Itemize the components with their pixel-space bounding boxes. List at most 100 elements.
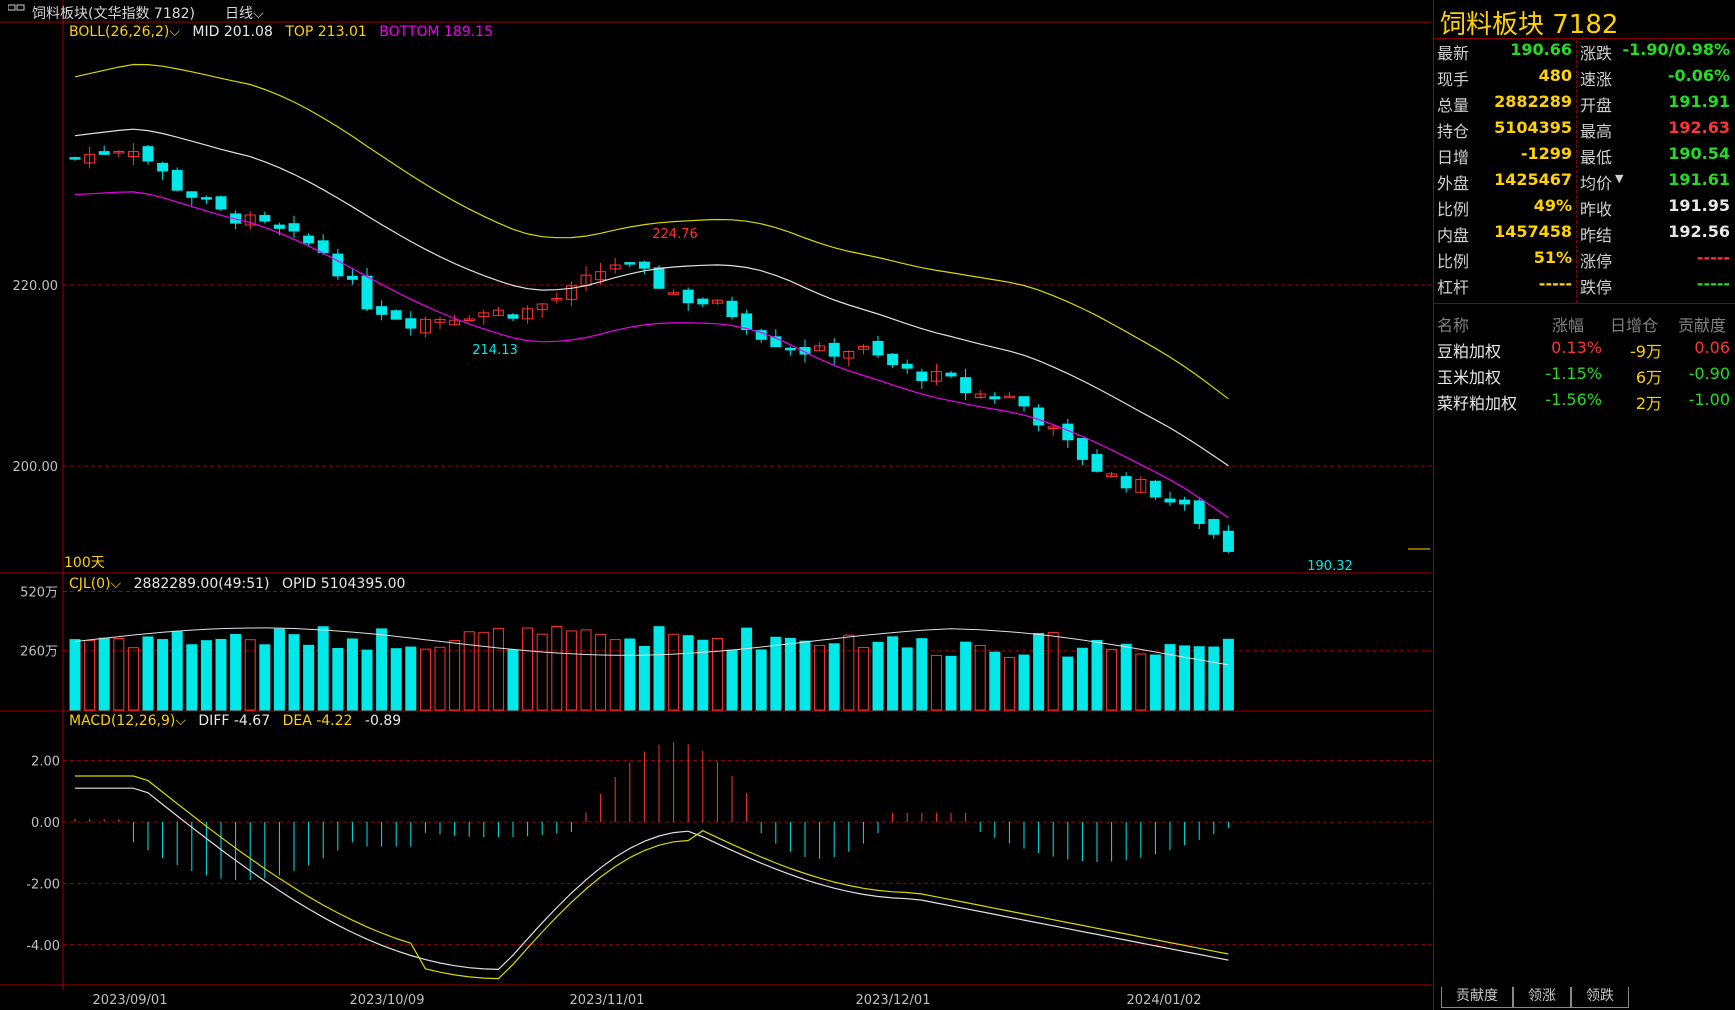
candle-body xyxy=(449,319,461,326)
boll-legend: BOLL(26,26,2)⌵ MID 201.08 TOP 213.01 BOT… xyxy=(69,24,493,40)
period-selector[interactable]: 日线⌵ xyxy=(225,6,264,22)
macd-tick: -4.00 xyxy=(26,939,60,954)
candle-body xyxy=(244,214,256,226)
macd-label[interactable]: MACD(12,26,9) xyxy=(69,713,176,729)
quote-row: 比例 51% 涨停 ----- xyxy=(1434,248,1735,274)
boll-top-line xyxy=(74,63,1229,400)
candle-body xyxy=(595,271,607,281)
quote-value: 191.95 xyxy=(1668,196,1730,215)
candle-body xyxy=(697,298,709,305)
volume-bar xyxy=(974,644,986,711)
quote-row: 持仓 5104395 最高 192.63 xyxy=(1434,118,1735,144)
volume-bar xyxy=(1193,646,1205,711)
volume-bar xyxy=(273,628,285,711)
candle-body xyxy=(784,347,796,351)
macd-tick: 0.00 xyxy=(31,816,60,831)
candle-body xyxy=(390,310,402,320)
volume-bar xyxy=(726,649,738,711)
volume-bar xyxy=(186,644,198,711)
candle-body xyxy=(200,197,212,200)
candle-body xyxy=(127,151,139,157)
contrib-header-inc: 日增仓 xyxy=(1610,316,1659,335)
quote-row: 总量 2882289 开盘 191.91 xyxy=(1434,92,1735,118)
chevron-down-icon[interactable]: ▼ xyxy=(1615,172,1624,185)
candle-body xyxy=(887,353,899,366)
tab-leading-up[interactable]: 领涨 xyxy=(1513,987,1571,1008)
candle-body xyxy=(157,162,169,172)
cjl-value: 2882289.00(49:51) xyxy=(133,576,270,592)
quote-label: 持仓 xyxy=(1437,122,1470,141)
volume-bar xyxy=(346,638,358,711)
volume-bar xyxy=(536,633,548,711)
candle-body xyxy=(259,215,271,222)
volume-bar xyxy=(98,637,110,711)
chevron-down-icon: ⌵ xyxy=(110,576,122,592)
candle-body xyxy=(405,318,417,329)
contrib-inc: 6万 xyxy=(1635,368,1662,387)
kline-chart[interactable]: 220.00 200.00 520万 260万 2.00 0.00 -2.00 -4.00 20… xyxy=(0,0,1432,1010)
quote-value: 5104395 xyxy=(1494,118,1572,137)
candle-body xyxy=(346,275,358,280)
tab-leading-down[interactable]: 领跌 xyxy=(1571,987,1629,1008)
candle-body xyxy=(434,318,446,323)
candle-body xyxy=(171,169,183,191)
volume-bar xyxy=(653,626,665,711)
quote-label: 昨结 xyxy=(1580,226,1613,245)
cjl-label[interactable]: CJL(0) xyxy=(69,576,111,592)
contrib-header-contrib: 贡献度 xyxy=(1678,316,1727,335)
quote-label: 速涨 xyxy=(1580,70,1613,89)
candle-body xyxy=(814,345,826,352)
volume-bar xyxy=(1222,638,1234,711)
volume-bar xyxy=(113,637,125,711)
quote-label: 现手 xyxy=(1437,70,1470,89)
quote-value: 51% xyxy=(1533,248,1572,267)
menu-icon[interactable] xyxy=(7,2,26,18)
quote-label: 昨收 xyxy=(1580,200,1613,219)
candle-body xyxy=(1091,453,1103,472)
candle-body xyxy=(492,309,504,316)
candle-body xyxy=(361,275,373,310)
quote-label: 外盘 xyxy=(1437,174,1470,193)
candles xyxy=(69,143,1234,554)
volume-bar xyxy=(609,639,621,711)
volume-bar xyxy=(1135,653,1147,711)
macd-dea: DEA -4.22 xyxy=(282,713,353,729)
tab-contribution[interactable]: 贡献度 xyxy=(1441,987,1513,1008)
contrib-header-pct: 涨幅 xyxy=(1552,316,1585,335)
volume-bar xyxy=(828,643,840,711)
boll-label[interactable]: BOLL(26,26,2) xyxy=(69,24,170,40)
volume-tick: 520万 xyxy=(20,585,58,600)
candle-body xyxy=(974,393,986,398)
candle-body xyxy=(288,223,300,232)
quote-label: 杠杆 xyxy=(1437,278,1470,297)
quote-row: 杠杆 ----- 跌停 ----- xyxy=(1434,274,1735,300)
quote-label: 内盘 xyxy=(1437,226,1470,245)
candle-body xyxy=(1164,498,1176,503)
volume-bar xyxy=(668,633,680,711)
quote-label: 开盘 xyxy=(1580,96,1613,115)
bottom-tabs: 贡献度 领涨 领跌 xyxy=(1433,987,1735,1009)
contrib-pct: -1.15% xyxy=(1545,364,1602,383)
volume-bar xyxy=(434,646,446,711)
volume-bar xyxy=(230,633,242,711)
volume-bar xyxy=(770,636,782,711)
quote-label: 总量 xyxy=(1437,96,1470,115)
quote-value: ----- xyxy=(1696,248,1730,267)
volume-bar xyxy=(332,647,344,711)
volume-bar xyxy=(595,633,607,711)
quote-value: 192.63 xyxy=(1668,118,1730,137)
volume-bar xyxy=(857,646,869,711)
candle-body xyxy=(317,240,329,254)
candle-body xyxy=(770,336,782,348)
volume-bar xyxy=(463,631,475,711)
contrib-value: 0.06 xyxy=(1694,338,1730,357)
contrib-name: 玉米加权 xyxy=(1437,368,1502,387)
date-label: 2023/12/01 xyxy=(856,993,931,1008)
candle-body xyxy=(638,261,650,269)
quote-row: 外盘 1425467 均价 ▼ 191.61 xyxy=(1434,170,1735,196)
candle-body xyxy=(711,299,723,304)
chevron-down-icon: ⌵ xyxy=(175,713,186,729)
candle-body xyxy=(609,264,621,270)
days-label: 100天 xyxy=(64,555,105,571)
volume-bar xyxy=(1179,645,1191,711)
